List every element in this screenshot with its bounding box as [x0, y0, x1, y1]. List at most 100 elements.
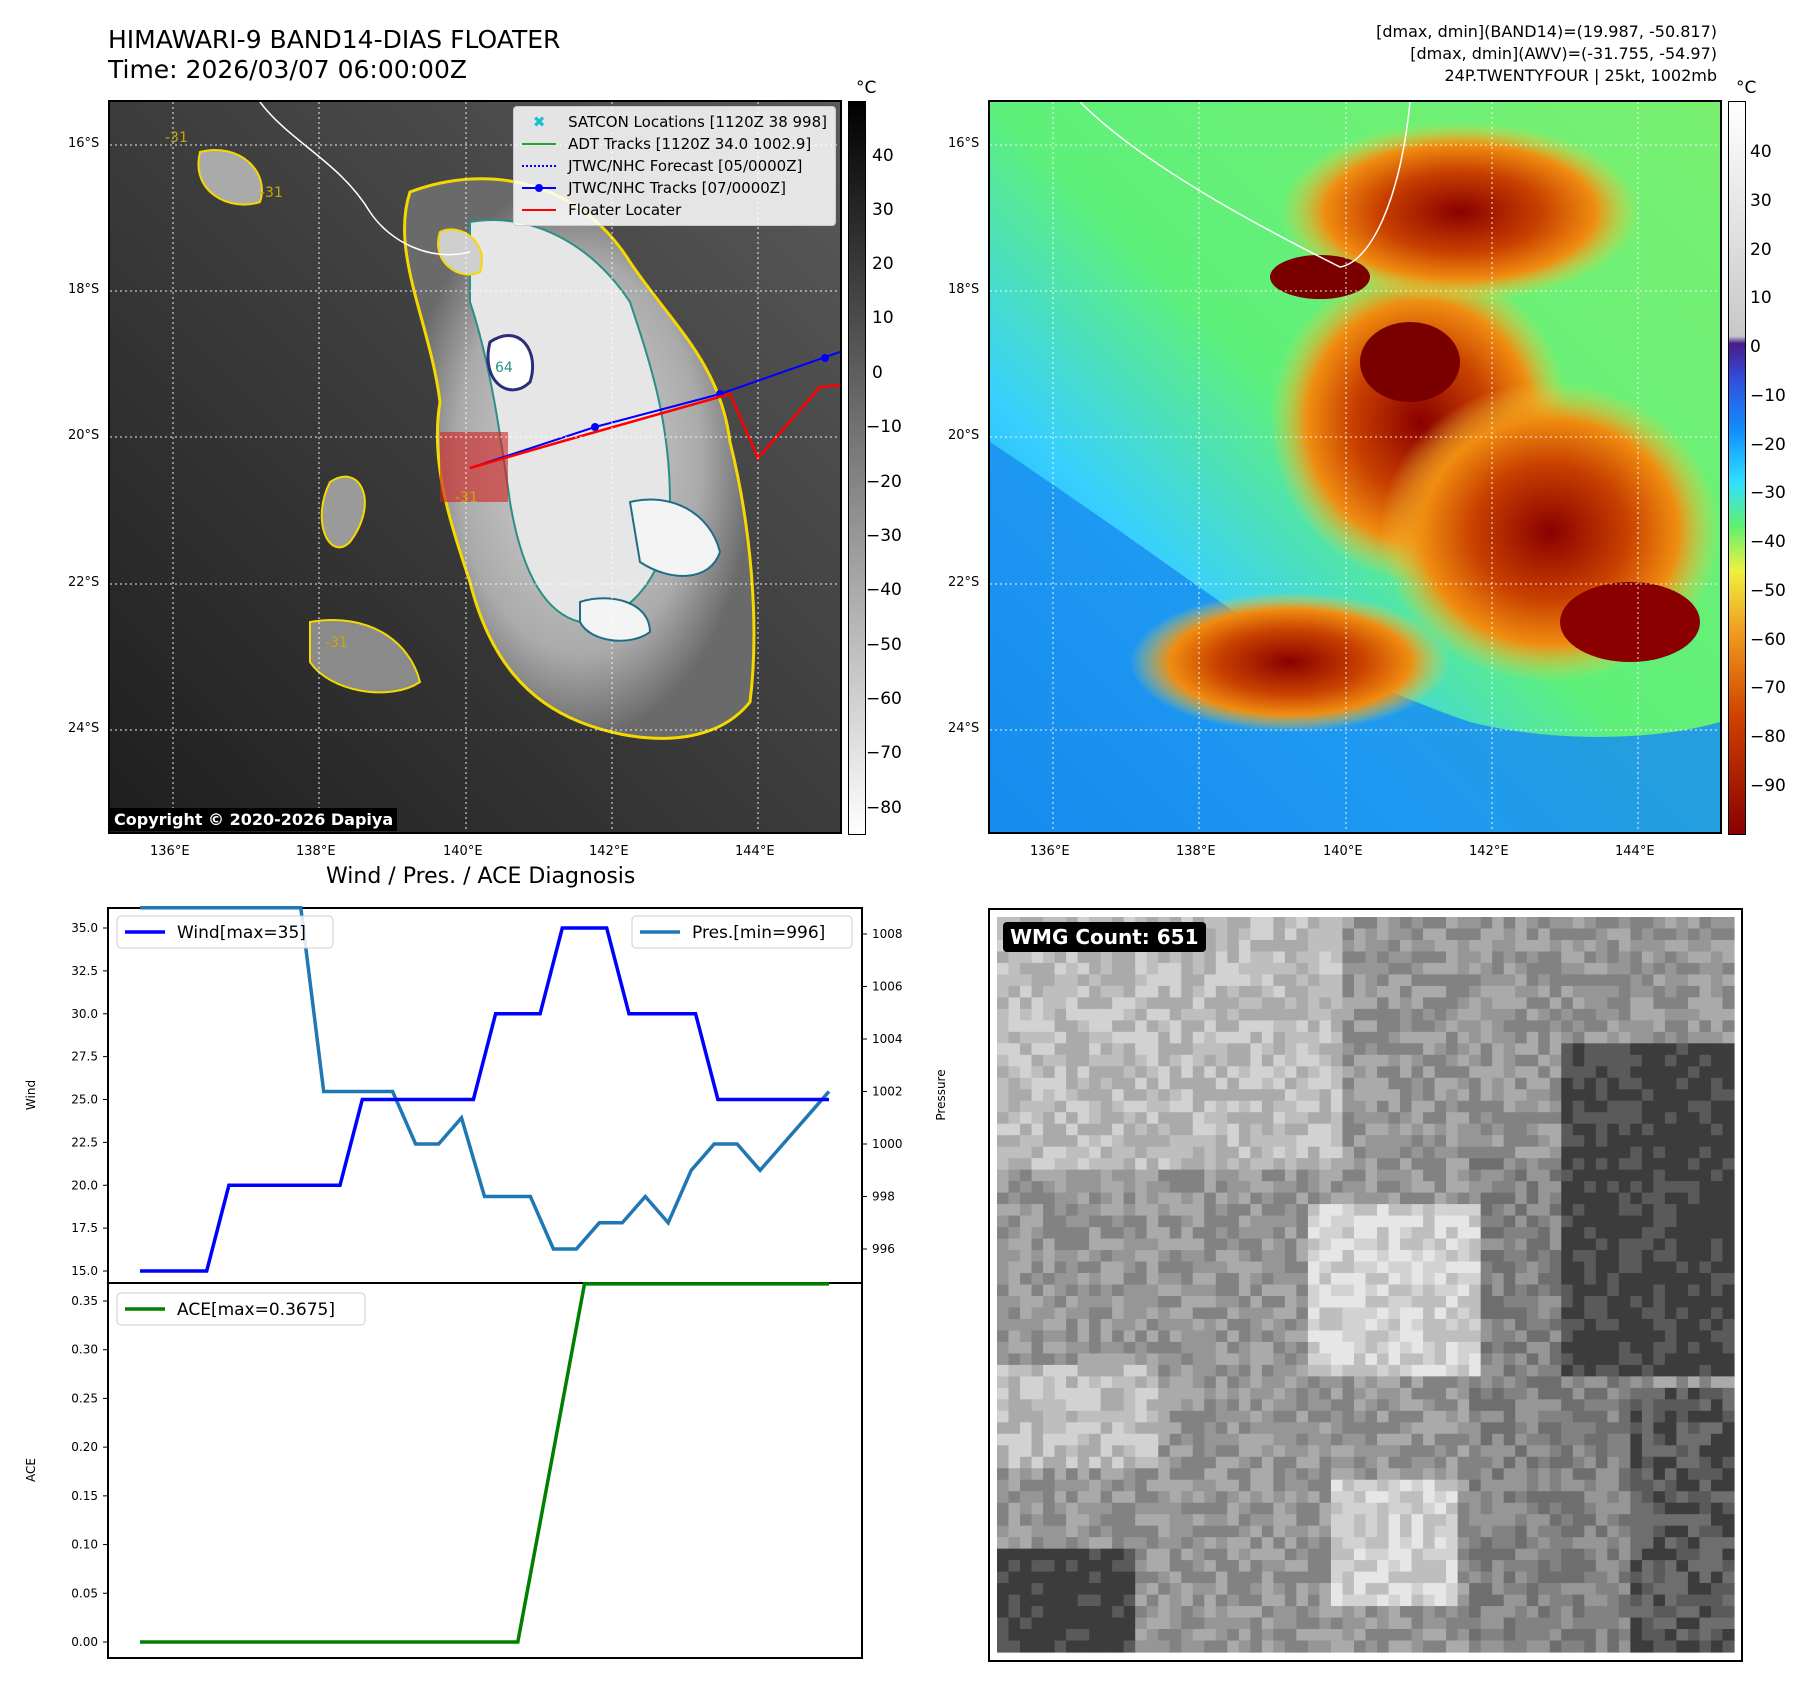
- wmg-pixel: [1319, 1364, 1332, 1377]
- wmg-pixel: [1492, 1548, 1505, 1561]
- wmg-pixel: [1284, 939, 1298, 953]
- wmg-pixel: [1561, 1514, 1574, 1527]
- wmg-pixel: [1561, 1364, 1574, 1377]
- wmg-pixel: [1423, 1077, 1436, 1090]
- wmg-pixel: [1515, 1100, 1528, 1113]
- wmg-pixel: [1480, 1146, 1493, 1159]
- wmg-pixel: [1261, 1491, 1274, 1504]
- wmg-pixel: [1100, 1204, 1113, 1217]
- wmg-pixel: [1284, 1284, 1298, 1297]
- wmg-pixel: [1342, 1387, 1355, 1400]
- wmg-pixel: [997, 962, 1010, 976]
- wmg-pixel: [1515, 1158, 1528, 1171]
- wmg-pixel: [1250, 1330, 1263, 1343]
- wmg-pixel: [1538, 1330, 1551, 1343]
- wmg-pixel: [1250, 1456, 1263, 1469]
- wmg-pixel: [1561, 1008, 1574, 1021]
- wmg-pixel: [1204, 1261, 1217, 1274]
- wmg-pixel: [1699, 1399, 1712, 1412]
- wmg-pixel: [1400, 1295, 1413, 1309]
- wmg-pixel: [1377, 1112, 1390, 1125]
- wmg-pixel: [1112, 1341, 1125, 1354]
- wind-line: [140, 926, 829, 1273]
- wmg-pixel: [1515, 1295, 1528, 1309]
- wmg-pixel: [1353, 1422, 1367, 1435]
- wmg-pixel: [1192, 1318, 1205, 1332]
- wmg-pixel: [1261, 1410, 1274, 1423]
- wmg-pixel: [1238, 1468, 1251, 1481]
- wmg-pixel: [1307, 1123, 1321, 1136]
- legend-item-tracks: JTWC/NHC Tracks [07/0000Z]: [522, 177, 827, 199]
- wmg-pixel: [1676, 997, 1689, 1010]
- wmg-pixel: [1699, 1341, 1712, 1354]
- wmg-pixel: [1192, 1456, 1205, 1469]
- wmg-pixel: [1296, 1204, 1309, 1217]
- wmg-pixel: [1664, 1307, 1678, 1320]
- wmg-pixel: [1641, 1479, 1654, 1492]
- wmg-pixel: [1112, 1204, 1125, 1217]
- wmg-pixel: [1215, 1514, 1228, 1527]
- wmg-pixel: [1112, 1353, 1125, 1366]
- wmg-pixel: [1307, 1514, 1321, 1527]
- wmg-pixel: [1618, 962, 1631, 976]
- wmg-pixel: [1054, 1341, 1067, 1354]
- wmg-pixel: [1008, 1479, 1021, 1492]
- wmg-pixel: [1492, 1571, 1505, 1584]
- wmg-pixel: [1066, 1250, 1079, 1263]
- wmg-pixel: [1330, 1640, 1344, 1653]
- wmg-pixel: [1434, 1456, 1447, 1469]
- wmg-pixel: [1722, 1571, 1735, 1584]
- wmg-pixel: [1158, 1284, 1171, 1297]
- wmg-pixel: [1630, 974, 1643, 987]
- wmg-pixel: [1319, 1468, 1332, 1481]
- wmg-pixel: [1423, 1054, 1436, 1067]
- wmg-pixel: [1549, 1284, 1562, 1297]
- wmg-pixel: [1204, 1169, 1217, 1182]
- wmg-pixel: [1353, 1571, 1367, 1584]
- wmg-pixel: [1457, 1204, 1470, 1217]
- wmg-pixel: [1284, 1571, 1298, 1584]
- wmg-pixel: [1664, 1284, 1678, 1297]
- wmg-pixel: [1031, 1123, 1044, 1136]
- wmg-pixel: [1146, 1640, 1159, 1653]
- wmg-pixel: [1641, 1089, 1654, 1102]
- wmg-pixel: [1377, 917, 1390, 930]
- wmg-pixel: [1158, 1594, 1171, 1607]
- wmg-pixel: [1469, 1204, 1482, 1217]
- wmg-pixel: [1377, 974, 1390, 987]
- wmg-pixel: [1319, 1100, 1332, 1113]
- wmg-pixel: [1584, 1215, 1597, 1228]
- wmg-pixel: [1423, 1181, 1436, 1194]
- lat-label: 20°S: [68, 428, 100, 443]
- wmg-pixel: [1342, 1525, 1355, 1538]
- wmg-pixel: [1330, 1192, 1344, 1205]
- wmg-pixel: [1618, 1169, 1631, 1182]
- wmg-pixel: [1595, 917, 1608, 930]
- wmg-pixel: [1722, 1284, 1735, 1297]
- wmg-pixel: [1618, 1514, 1631, 1527]
- wmg-pixel: [1584, 1548, 1597, 1561]
- wmg-pixel: [1250, 1077, 1263, 1090]
- wmg-pixel: [1123, 1123, 1136, 1136]
- wmg-pixel: [1607, 1146, 1620, 1159]
- wmg-pixel: [1423, 1146, 1436, 1159]
- wmg-pixel: [1158, 1169, 1171, 1182]
- wmg-pixel: [1146, 1468, 1159, 1481]
- wmg-pixel: [1261, 1560, 1274, 1573]
- wmg-pixel: [1515, 1020, 1528, 1033]
- wmg-pixel: [1388, 974, 1401, 987]
- wmg-pixel: [1112, 1387, 1125, 1400]
- wmg-pixel: [1377, 1353, 1390, 1366]
- wmg-pixel: [1342, 917, 1355, 930]
- wind-legend-label: Wind[max=35]: [177, 923, 306, 943]
- wmg-pixel: [1377, 1215, 1390, 1228]
- wmg-pixel: [1181, 1594, 1194, 1607]
- wmg-pixel: [1054, 1422, 1067, 1435]
- wmg-pixel: [1653, 1571, 1666, 1584]
- wmg-pixel: [1123, 1031, 1136, 1044]
- wmg-pixel: [1388, 1617, 1401, 1630]
- wmg-pixel: [1307, 1364, 1321, 1377]
- wmg-pixel: [1100, 1077, 1113, 1090]
- wmg-pixel: [1595, 1307, 1608, 1320]
- wmg-pixel: [1469, 1594, 1482, 1607]
